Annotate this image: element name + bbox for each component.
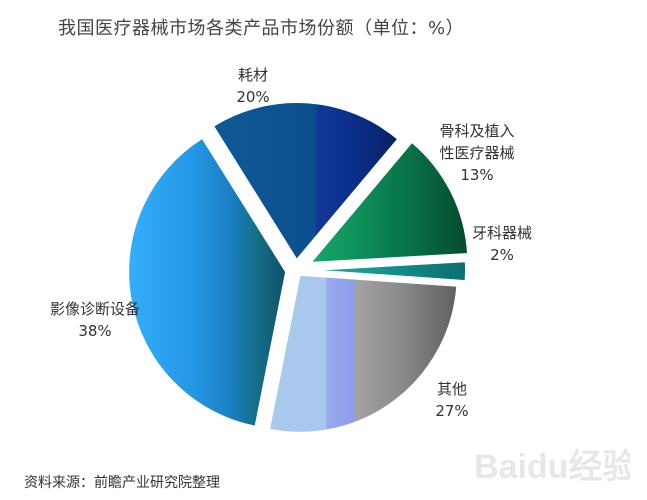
slice-label-3-line-0: 其他 (437, 380, 467, 398)
slice-value-3: 27% (435, 402, 468, 420)
pie-slice-4 (127, 136, 288, 428)
slice-label-0-line-0: 耗材 (238, 66, 268, 84)
slice-label-1-line-0: 骨科及植入 (439, 122, 514, 140)
baidu-watermark-logo: Baidu经验 (474, 447, 630, 486)
slice-label-4-line-0: 影像诊断设备 (50, 300, 140, 318)
pie-slice-1 (308, 140, 470, 264)
source-note: 资料来源：前瞻产业研究院整理 (24, 475, 220, 491)
slice-value-0: 20% (236, 88, 269, 106)
slice-label-2-line-0: 牙科器械 (472, 224, 532, 242)
slice-value-4: 38% (78, 322, 111, 340)
slice-value-2: 2% (490, 246, 514, 264)
pie-slice-3 (267, 273, 459, 434)
chart-title: 我国医疗器械市场各类产品市场份额（单位：%） (58, 18, 465, 39)
slice-value-1: 13% (460, 166, 493, 184)
svg-text:Baidu经验: Baidu经验 (474, 447, 630, 486)
pie-slice-0 (211, 101, 400, 262)
pie-slice-2 (307, 260, 467, 283)
slice-label-1-line-1: 性医疗器械 (439, 144, 514, 162)
